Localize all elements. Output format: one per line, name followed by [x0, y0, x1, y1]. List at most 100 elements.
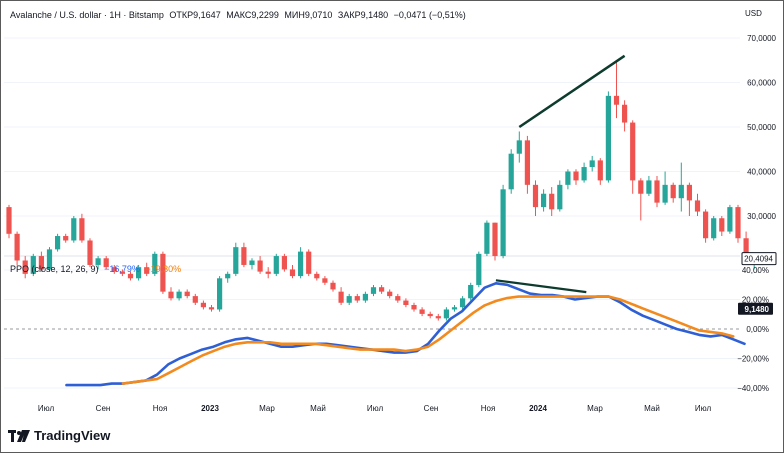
- candle-body: [79, 218, 85, 241]
- time-tick-label: Июл: [38, 404, 55, 413]
- price-tick-label: 30,0000: [747, 212, 776, 221]
- candle-body: [249, 260, 255, 265]
- price-tick-label: 70,0000: [747, 34, 776, 43]
- candle-body: [419, 309, 425, 314]
- price-tick-label: 50,0000: [747, 123, 776, 132]
- low-value: МИН9,0710: [284, 10, 333, 20]
- candle-body: [516, 140, 522, 154]
- tradingview-logo[interactable]: TradingView: [8, 428, 110, 443]
- candle-body: [460, 298, 466, 308]
- time-tick-label: Ноя: [481, 404, 496, 413]
- time-tick-label: Июл: [695, 404, 712, 413]
- ppo-title: PPO (close, 12, 26, 9): [10, 264, 99, 274]
- time-tick-label: Июл: [367, 404, 384, 413]
- candle-body: [30, 256, 36, 274]
- candle-body: [443, 309, 449, 319]
- ppo-tick-label: 0,00%: [746, 325, 769, 334]
- candle-body: [95, 258, 101, 265]
- candle-body: [613, 95, 620, 105]
- candle-body: [370, 287, 377, 294]
- time-tick-label: Май: [310, 404, 326, 413]
- candle-body: [451, 307, 458, 310]
- candle-body: [241, 247, 247, 265]
- signal-line: [121, 295, 735, 385]
- candle-body: [192, 296, 198, 303]
- candle-body: [597, 160, 603, 181]
- ppo-tick-label: −40,00%: [737, 384, 769, 393]
- candle-body: [743, 238, 749, 261]
- candle-body: [735, 207, 741, 239]
- candle-body: [630, 122, 636, 181]
- candle-body: [727, 207, 733, 232]
- ppo-line: [65, 282, 746, 387]
- candle-body: [257, 260, 263, 272]
- candle-body: [346, 296, 352, 303]
- candle-body: [127, 273, 134, 279]
- time-tick-label: 2024: [529, 404, 547, 413]
- candle-body: [330, 282, 336, 290]
- candle-body: [549, 193, 555, 210]
- candle-body: [160, 253, 166, 292]
- high-value: МАКС9,2299: [226, 10, 279, 20]
- candle-body: [589, 160, 595, 168]
- ppo-legend[interactable]: PPO (close, 12, 26, 9) −16,79% −19,30%: [10, 264, 184, 274]
- ppo-tick-label: 20,00%: [742, 296, 769, 305]
- candle-body: [71, 218, 77, 241]
- candle-body: [476, 253, 482, 285]
- candle-body: [508, 153, 514, 190]
- candle-body: [686, 184, 692, 201]
- candle-body: [63, 236, 69, 241]
- candle-body: [168, 291, 174, 299]
- candle-body: [103, 258, 109, 268]
- cursor-price-label: 20,4094: [744, 255, 773, 264]
- time-tick-label: Сен: [424, 404, 439, 413]
- ppo-tick-label: −20,00%: [737, 355, 769, 364]
- candle-body: [362, 293, 368, 301]
- candle-body: [322, 278, 328, 283]
- candle-body: [281, 256, 287, 270]
- candle-body: [217, 278, 223, 310]
- candle-body: [338, 291, 344, 303]
- candle-body: [500, 189, 506, 257]
- price-trendline: [518, 54, 626, 129]
- candle-body: [703, 211, 709, 239]
- ppo-trendline: [495, 279, 587, 294]
- candle-body: [233, 247, 239, 274]
- currency-label[interactable]: USD: [745, 9, 762, 18]
- candle-body: [694, 200, 701, 212]
- candle-body: [387, 291, 393, 297]
- candle-body: [622, 104, 628, 123]
- candle-body: [273, 256, 279, 274]
- ppo-tick-label: 40,00%: [742, 266, 769, 275]
- candle-body: [152, 253, 158, 274]
- candle-body: [468, 284, 474, 299]
- symbol-legend[interactable]: Avalanche / U.S. dollar · 1H · Bitstamp …: [10, 10, 469, 20]
- price-tick-label: 40,0000: [747, 168, 776, 177]
- brand-name: TradingView: [34, 428, 111, 443]
- candle-body: [298, 251, 304, 277]
- open-value: ОТКР9,1647: [169, 10, 221, 20]
- time-tick-label: Сен: [96, 404, 111, 413]
- candle-body: [395, 296, 401, 301]
- candle-body: [6, 207, 12, 234]
- candle-body: [119, 271, 125, 274]
- time-tick-label: Май: [644, 404, 660, 413]
- candle-body: [654, 180, 660, 203]
- candle-body: [225, 273, 231, 279]
- candle-body: [646, 180, 652, 194]
- candle-body: [38, 256, 44, 270]
- candle-body: [541, 193, 547, 208]
- candle-body: [208, 307, 215, 310]
- candle-body: [184, 291, 190, 297]
- candle-body: [87, 240, 93, 265]
- last-price-badge: [738, 302, 773, 315]
- tradingview-logo-icon: [8, 429, 30, 442]
- candle-body: [289, 269, 296, 277]
- candle-body: [581, 167, 587, 181]
- candle-body: [46, 249, 53, 270]
- candle-body: [492, 222, 498, 257]
- candle-body: [532, 184, 539, 208]
- candle-body: [573, 171, 579, 181]
- candle-body: [22, 260, 28, 274]
